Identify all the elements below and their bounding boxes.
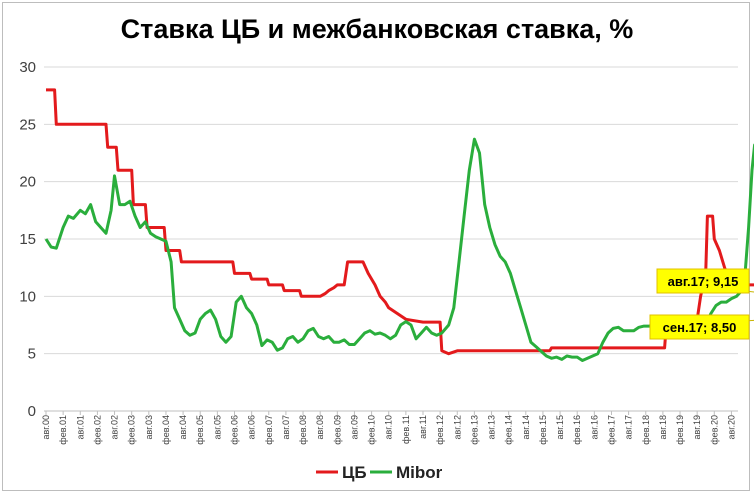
y-axis-ticks: 0 5 10 15 20 25 30 [19, 59, 36, 420]
y-tick-label: 10 [19, 288, 36, 305]
x-tick-label: фев.19 [675, 415, 685, 445]
x-tick-label: авг.13 [487, 415, 497, 439]
x-tick-label: авг.16 [589, 415, 599, 439]
x-tick-label: авг.01 [75, 415, 85, 439]
x-tick-label: авг.05 [212, 415, 222, 439]
x-tick-label: фев.04 [161, 415, 171, 445]
callout-label: авг.17; 9,15 [668, 274, 739, 289]
x-tick-label: фев.02 [92, 415, 102, 445]
x-tick-label: авг.08 [315, 415, 325, 439]
x-tick-label: фев.09 [332, 415, 342, 445]
series-lines [44, 88, 754, 362]
x-tick-label: авг.07 [281, 415, 291, 439]
x-tick-label: фев.17 [606, 415, 616, 445]
x-tick-label: фев.12 [435, 415, 445, 445]
x-tick-label: авг.10 [384, 415, 394, 439]
x-tick-label: авг.20 [726, 415, 736, 439]
y-tick-label: 0 [28, 403, 36, 420]
legend-label: Mibor [396, 463, 443, 482]
x-tick-label: фев.10 [367, 415, 377, 445]
x-tick-label: авг.04 [178, 415, 188, 439]
x-tick-label: авг.18 [658, 415, 668, 439]
callout-box [649, 314, 750, 340]
x-tick-label: авг.15 [555, 415, 565, 439]
callout-box [656, 268, 750, 294]
x-tick-label: фев.14 [504, 415, 514, 445]
y-tick-label: 5 [28, 346, 36, 363]
y-tick-label: 15 [19, 231, 36, 248]
legend-label: ЦБ [342, 463, 367, 482]
x-tick-label: фев.01 [58, 415, 68, 445]
series-line-mibor [44, 137, 754, 362]
x-tick-label: авг.00 [41, 415, 51, 439]
x-tick-label: фев.11 [401, 415, 411, 444]
x-axis-ticks: авг.00 фев.01 авг.01 фев.02 авг.02 фев.03 авг.… [41, 411, 736, 445]
x-tick-label: фев.06 [229, 415, 239, 445]
x-tick-label: фев.20 [709, 415, 719, 445]
gridlines [44, 66, 738, 355]
x-tick-label: авг.17 [624, 415, 634, 439]
x-tick-label: фев.16 [572, 415, 582, 445]
x-tick-label: фев.18 [641, 415, 651, 445]
x-tick-label: фев.03 [127, 415, 137, 445]
callouts: авг.17; 9,15 сен.17; 8,50 [649, 268, 754, 340]
legend: ЦБ Mibor [316, 463, 443, 482]
x-tick-label: авг.09 [349, 415, 359, 439]
x-tick-label: фев.05 [195, 415, 205, 445]
chart-title: Ставка ЦБ и межбанковская ставка, % [120, 14, 634, 44]
y-tick-label: 25 [19, 116, 36, 133]
x-tick-label: авг.03 [144, 415, 154, 439]
x-tick-label: авг.14 [521, 415, 531, 439]
y-tick-label: 30 [19, 59, 36, 76]
x-tick-label: авг.06 [247, 415, 257, 439]
x-tick-label: авг.02 [110, 415, 120, 439]
series-line-cb [46, 88, 754, 356]
x-tick-label: фев.08 [298, 415, 308, 445]
x-tick-label: фев.07 [264, 415, 274, 445]
x-tick-label: авг.19 [692, 415, 702, 439]
x-tick-label: авг.12 [452, 415, 462, 439]
y-tick-label: 20 [19, 174, 36, 191]
x-tick-label: фев.15 [538, 415, 548, 445]
x-tick-label: авг.11 [418, 415, 428, 439]
x-tick-label: фев.13 [469, 415, 479, 445]
callout-label: сен.17; 8,50 [663, 320, 737, 335]
